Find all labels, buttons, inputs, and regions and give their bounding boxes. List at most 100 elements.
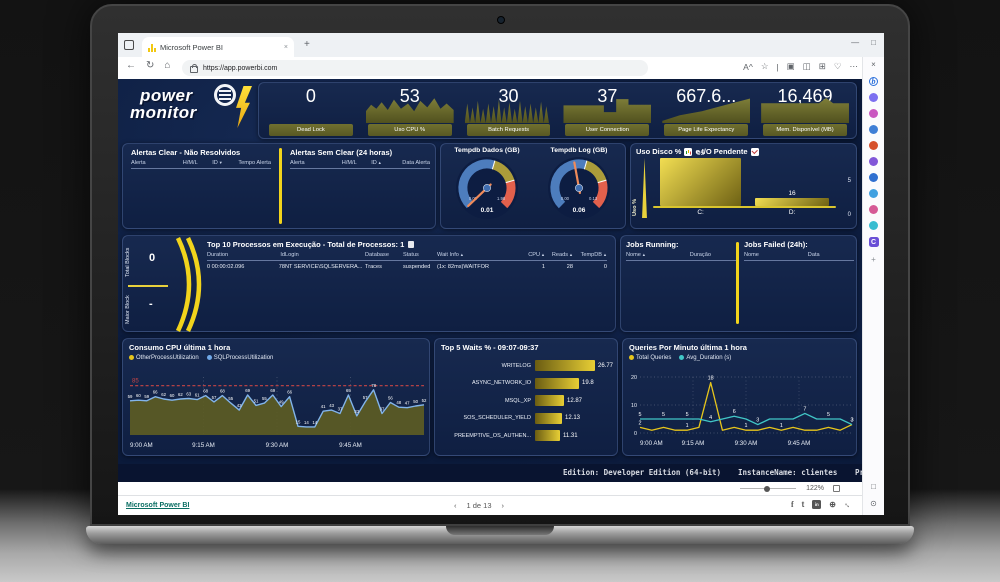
alerts-panel: Alertas Clear - Não Resolvidos Alerta H/M… [122,143,436,229]
column-header-wait-info[interactable]: Wait Info▲ [437,252,464,258]
sidebar-close-icon[interactable]: × [871,59,876,69]
powerbi-brand-link[interactable]: Microsoft Power BI [126,502,190,509]
column-header-duration[interactable]: Duration [207,252,229,258]
column-header-tempo-alerta[interactable]: Tempo Alerta [238,160,271,166]
add-sidebar-item-icon[interactable]: + [871,254,876,264]
wait-row-async-network-io[interactable]: ASYNC_NETWORK_IO 19.8 [439,375,613,393]
svg-text:0.00: 0.00 [469,196,478,201]
kpi-tile-page-life-expectancy[interactable]: 667.6... Page Life Expectancy [660,86,752,136]
browser-tab[interactable]: Microsoft Power BI × [142,37,294,57]
favorites-bar-icon[interactable]: ⊞ [818,61,826,71]
legend-item[interactable]: Avg_Duration (s) [679,355,731,361]
split-screen-icon[interactable]: ◫ [802,61,811,71]
column-header-alerta[interactable]: Alerta [290,160,305,166]
designer-icon[interactable] [869,205,878,214]
minimize-icon[interactable]: — [851,38,860,47]
shopping-bag-icon[interactable] [869,141,878,150]
browser-essentials-icon[interactable]: ♡ [833,61,842,71]
read-aloud-icon[interactable]: A^ [743,61,753,72]
svg-text:9:15 AM: 9:15 AM [192,442,215,449]
copy-icon[interactable] [408,241,415,248]
workspaces-icon[interactable] [124,40,134,50]
swoosh-decoration [175,237,202,332]
table-cell: 28 [566,263,573,270]
wait-row-msql-xp[interactable]: MSQL_XP 12.87 [439,392,613,410]
line-chart-toggle-icon[interactable] [750,147,759,156]
legend-item[interactable]: SQLProcessUtilization [206,355,273,361]
sort-arrow-icon: ▲ [459,252,464,257]
legend-item[interactable]: OtherProcessUtilization [129,355,199,361]
waits-chart-panel: Top 5 Waits % - 09:07-09:37 WRITELOG 26.7… [434,338,618,456]
kpi-label: Uso CPU % [367,124,452,136]
table-cell: 0 [603,263,607,270]
column-header-cpu[interactable]: CPU▲ [528,252,545,258]
prev-page-icon[interactable]: ‹ [454,501,457,510]
fullscreen-icon[interactable]: ↔ [841,498,855,511]
fit-to-page-icon[interactable] [833,484,840,492]
facebook-icon[interactable]: f [790,500,794,509]
address-bar[interactable]: https://app.powerbi.com [182,60,648,76]
column-header-data-alerta[interactable]: Data Alerta [402,160,430,166]
column-header-id[interactable]: ID▲ [371,160,382,166]
tag-icon[interactable] [869,125,878,134]
column-header-data[interactable]: Data [807,252,820,258]
sidebar-window-icon[interactable]: □ [871,481,876,491]
queries-line-chart: 0 10 20 2 1 18 1 1 3 5 5 5 4 6 3 7 5 3 9:00 AM 9:15 AM 9:30 … [626,365,856,458]
wait-row-sos-scheduler-yield[interactable]: SOS_SCHEDULER_YIELD 12.13 [439,410,613,428]
copilot-c-icon[interactable]: C [868,237,879,247]
camera-icon[interactable] [869,189,878,198]
wait-row-preemptive-os-authen-[interactable]: PREEMPTIVE_OS_AUTHEN... 11.31 [439,427,613,445]
cpu-chart-title: Consumo CPU última 1 hora [129,343,231,352]
table-row[interactable]: 0 00:00:02.096 78 NT SERVICE\SQLSERVERA...… [207,264,607,270]
column-header-dura-o[interactable]: Duração [689,252,711,258]
home-icon[interactable]: ⌂ [164,60,171,71]
zoom-slider-knob[interactable] [764,485,770,492]
column-header-tempdb[interactable]: TempDB▲ [580,252,607,258]
column-header-id[interactable]: ID▼ [212,160,223,166]
wait-row-writelog[interactable]: WRITELOG 26.77 [439,357,613,375]
bing-copilot-icon[interactable]: b [869,77,878,86]
column-header-id[interactable]: Id [280,252,285,258]
table-cell: 0 00:00:02.096 [207,263,245,270]
column-header-status[interactable]: Status [403,252,419,258]
column-header-login[interactable]: Login [285,252,299,258]
back-icon[interactable]: ← [126,60,136,71]
column-header-nome[interactable]: Nome [744,252,759,258]
tab-close-icon[interactable]: × [283,43,288,51]
share-icon[interactable]: ⊕ [829,500,836,509]
new-tab-button[interactable]: + [304,39,310,50]
column-header-h-m-l[interactable]: H/M/L [182,160,198,166]
kpi-tile-uso-cpu-[interactable]: 53 Uso CPU % [364,86,456,136]
column-header-nome[interactable]: Nome▲ [626,252,646,258]
edge-tools-icon[interactable] [869,173,878,182]
search-icon[interactable] [869,109,878,118]
linkedin-icon[interactable]: in [812,500,822,509]
column-header-h-m-l[interactable]: H/M/L [341,160,357,166]
people-icon[interactable] [869,157,878,166]
disk-y-axis-label: Uso % [632,198,638,216]
kpi-tile-user-connection[interactable]: 37 User Connection [561,86,653,136]
kpi-tile-dead-lock[interactable]: 0 Dead Lock [265,86,357,136]
kpi-tile-mem-dispon-vel-mb-[interactable]: 16,469 Mem. Disponível (MB) [759,86,851,136]
notifications-icon[interactable] [869,93,878,102]
column-header-alerta[interactable]: Alerta [131,160,146,166]
legend-item[interactable]: Total Queries [629,355,671,361]
bar-chart-toggle-icon[interactable] [684,147,693,156]
sidebar-settings-icon[interactable]: ⊙ [870,498,877,508]
restore-icon[interactable]: □ [871,38,876,47]
refresh-icon[interactable]: ↻ [146,60,155,71]
column-header-database[interactable]: Database [365,252,389,258]
settings-more-icon[interactable]: ⋯ [849,61,859,71]
svg-text:9:00 AM: 9:00 AM [130,442,153,449]
kpi-tile-batch-requests[interactable]: 30 Batch Requests [463,86,555,136]
alerts-semclear-title: Alertas Sem Clear (24 horas) [290,148,393,157]
twitter-icon[interactable]: t [801,500,805,509]
logo-text-power: power [140,86,193,105]
column-header-reads[interactable]: Reads▲ [551,252,573,258]
drop-icon[interactable] [869,221,878,230]
powerbi-footer: Microsoft Power BI ‹ 1 de 13 › f t in ⊕ … [118,495,862,515]
collections-icon[interactable]: ▣ [786,61,795,71]
svg-text:9:30 AM: 9:30 AM [735,440,758,447]
next-page-icon[interactable]: › [501,501,505,510]
favorite-star-icon[interactable]: ☆ [760,61,769,71]
